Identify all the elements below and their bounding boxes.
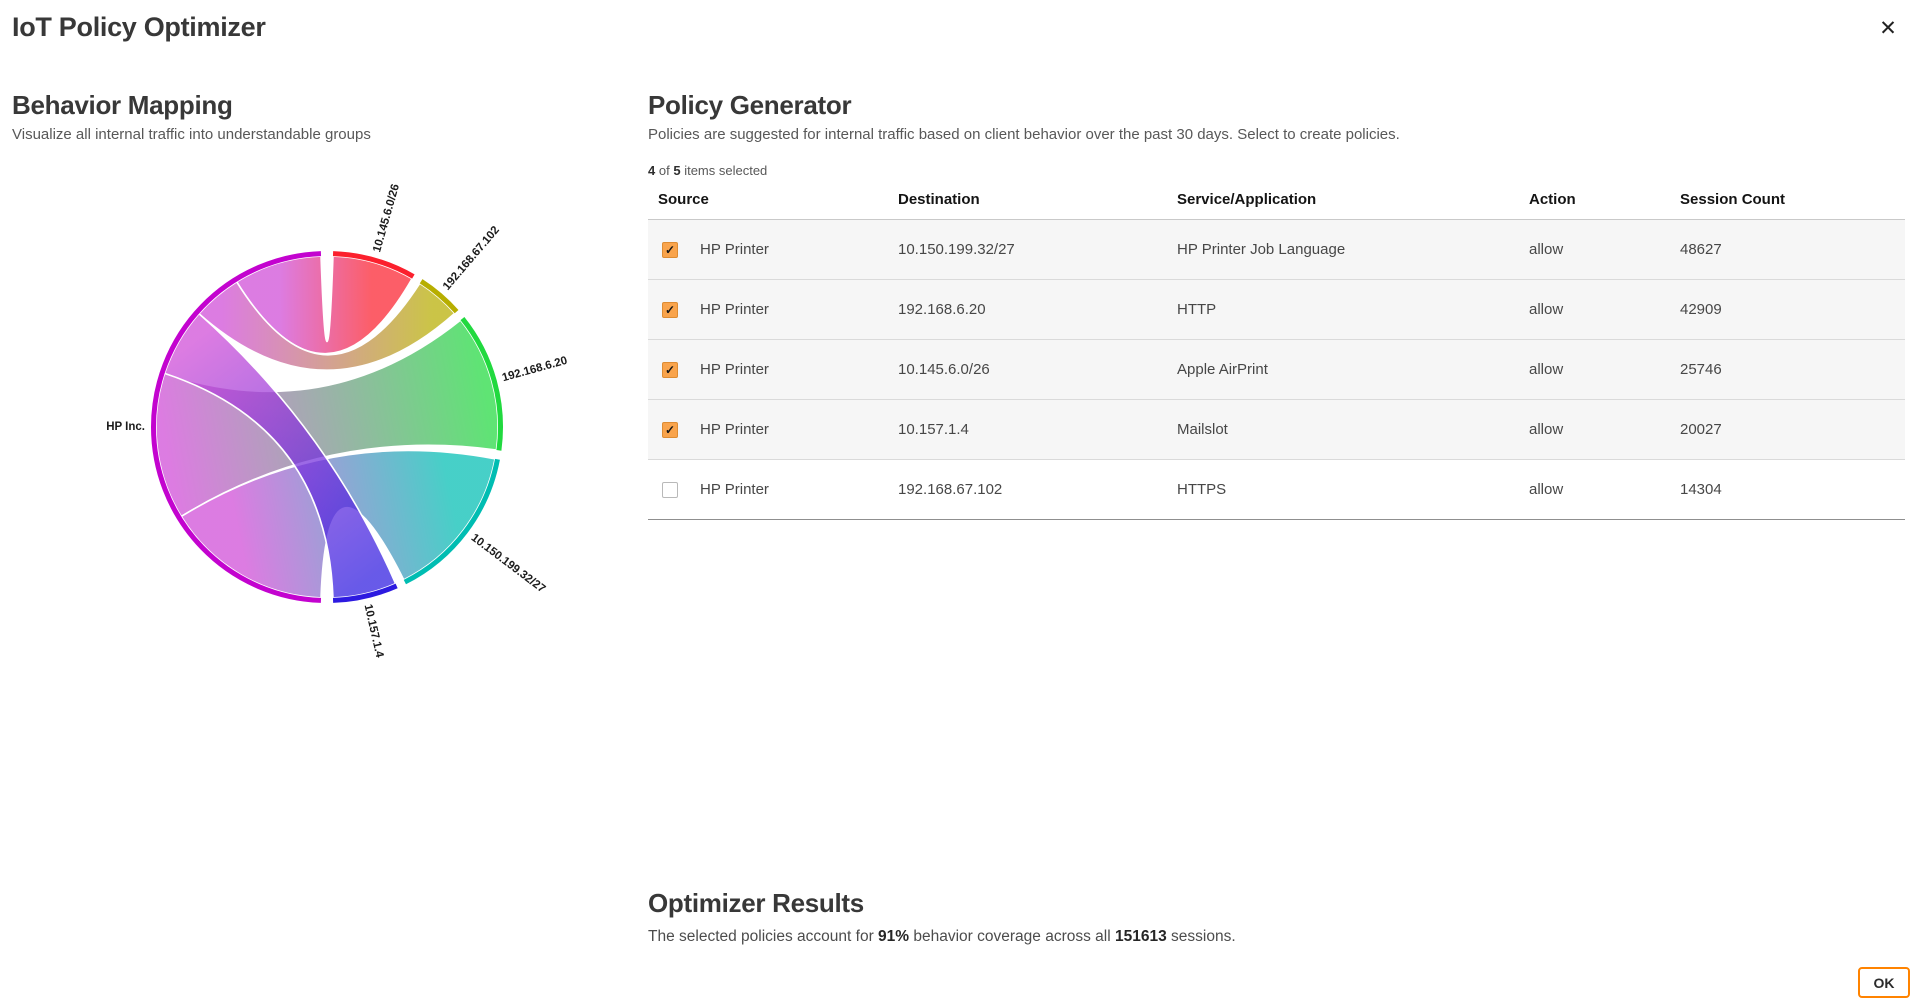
destination-cell: 10.150.199.32/27: [898, 241, 1015, 258]
policy-generator-heading: Policy Generator: [648, 90, 852, 120]
service-cell: HTTPS: [1177, 481, 1227, 498]
source-label: HP Printer: [700, 361, 769, 378]
row-checkbox-checked[interactable]: ✓: [662, 301, 678, 318]
session-count-cell: 48627: [1680, 241, 1722, 258]
ok-button[interactable]: OK: [1858, 967, 1910, 998]
action-cell: allow: [1529, 421, 1564, 438]
chord-arc: [332, 251, 415, 279]
optimizer-results-heading: Optimizer Results: [648, 888, 864, 918]
chord-label: 10.145.6.0/26: [371, 183, 402, 254]
source-cell: ✓ HP Printer: [648, 241, 898, 258]
source-label: HP Printer: [700, 421, 769, 438]
session-count-cell: 42909: [1680, 301, 1722, 318]
behavior-mapping-heading: Behavior Mapping: [12, 90, 233, 120]
coverage-percent: 91%: [878, 928, 910, 945]
policy-generator-subtitle: Policies are suggested for internal traf…: [648, 126, 1400, 143]
chord-ribbon: [163, 312, 397, 599]
service-cell: Mailslot: [1177, 421, 1228, 438]
service-cell: Apple AirPrint: [1177, 361, 1268, 378]
destination-cell: 10.157.1.4: [898, 421, 969, 438]
column-header-action: Action: [1529, 191, 1576, 208]
action-cell: allow: [1529, 481, 1564, 498]
chord-arc: [151, 251, 322, 603]
chord-label: 192.168.6.20: [501, 355, 569, 384]
policy-table-body: ✓ HP Printer 10.150.199.32/27 HP Printer Jo…: [648, 220, 1905, 520]
column-header-destination: Destination: [898, 191, 980, 208]
row-checkbox-unchecked[interactable]: [662, 481, 678, 498]
destination-cell: 192.168.6.20: [898, 301, 986, 318]
chord-arc: [403, 458, 500, 585]
source-label: HP Printer: [700, 481, 769, 498]
service-cell: HP Printer Job Language: [1177, 241, 1346, 258]
session-count-cell: 20027: [1680, 421, 1722, 438]
column-header-service-application: Service/Application: [1177, 191, 1317, 208]
chord-arc: [332, 583, 398, 603]
source-cell: ✓ HP Printer: [648, 301, 898, 318]
destination-cell: 10.145.6.0/26: [898, 361, 990, 378]
source-cell: ✓ HP Printer: [648, 421, 898, 438]
column-header-session-count: Session Count: [1680, 191, 1786, 208]
column-header-source: Source: [658, 191, 709, 208]
chord-label: HP Inc.: [106, 421, 145, 433]
action-cell: allow: [1529, 361, 1564, 378]
sessions-total: 151613: [1115, 928, 1167, 945]
row-checkbox-checked[interactable]: ✓: [662, 241, 678, 258]
table-row: HP Printer 192.168.67.102 HTTPS allow 14304: [648, 460, 1905, 520]
service-cell: HTTP: [1177, 301, 1217, 318]
chord-arc: [460, 317, 503, 451]
action-cell: allow: [1529, 241, 1564, 258]
row-checkbox-checked[interactable]: ✓: [662, 361, 678, 378]
session-count-cell: 14304: [1680, 481, 1722, 498]
close-icon[interactable]: ✕: [1872, 12, 1904, 44]
source-label: HP Printer: [700, 301, 769, 318]
chord-label: 10.157.1.4: [362, 603, 386, 659]
source-cell: HP Printer: [648, 481, 898, 498]
selected-count: 4: [648, 163, 656, 178]
chord-arc: [419, 279, 459, 314]
row-checkbox-checked[interactable]: ✓: [662, 421, 678, 438]
table-row: ✓ HP Printer 10.157.1.4 Mailslot allow 20027: [648, 400, 1905, 460]
table-row: ✓ HP Printer 192.168.6.20 HTTP allow 42909: [648, 280, 1905, 340]
chord-ribbon: [197, 280, 456, 372]
behavior-mapping-subtitle: Visualize all internal traffic into unde…: [12, 126, 371, 143]
total-count: 5: [673, 163, 681, 178]
dialog-title: IoT Policy Optimizer: [12, 12, 266, 42]
policy-table: Source Destination Service/Application Acti…: [648, 191, 1905, 520]
action-cell: allow: [1529, 301, 1564, 318]
policy-table-header: Source Destination Service/Application Acti…: [648, 191, 1905, 220]
source-cell: ✓ HP Printer: [648, 361, 898, 378]
optimizer-results-text: The selected policies account for 91% be…: [648, 928, 1236, 945]
policy-generator-panel: Policy Generator Policies are suggested …: [648, 0, 1905, 1007]
table-row: ✓ HP Printer 10.150.199.32/27 HP Printer Jo…: [648, 220, 1905, 280]
session-count-cell: 25746: [1680, 361, 1722, 378]
chord-label: 192.168.67.102: [441, 224, 502, 293]
chord-diagram: 10.145.6.0/26 192.168.67.102 192.168.6.20 1…: [106, 183, 569, 660]
source-label: HP Printer: [700, 241, 769, 258]
chord-label: 10.150.199.32/27: [469, 532, 548, 596]
destination-cell: 192.168.67.102: [898, 481, 1003, 498]
table-row: ✓ HP Printer 10.145.6.0/26 Apple AirPrint al…: [648, 340, 1905, 400]
items-selected-summary: 4 of 5 items selected: [648, 163, 768, 178]
chord-ribbon: [155, 319, 499, 518]
